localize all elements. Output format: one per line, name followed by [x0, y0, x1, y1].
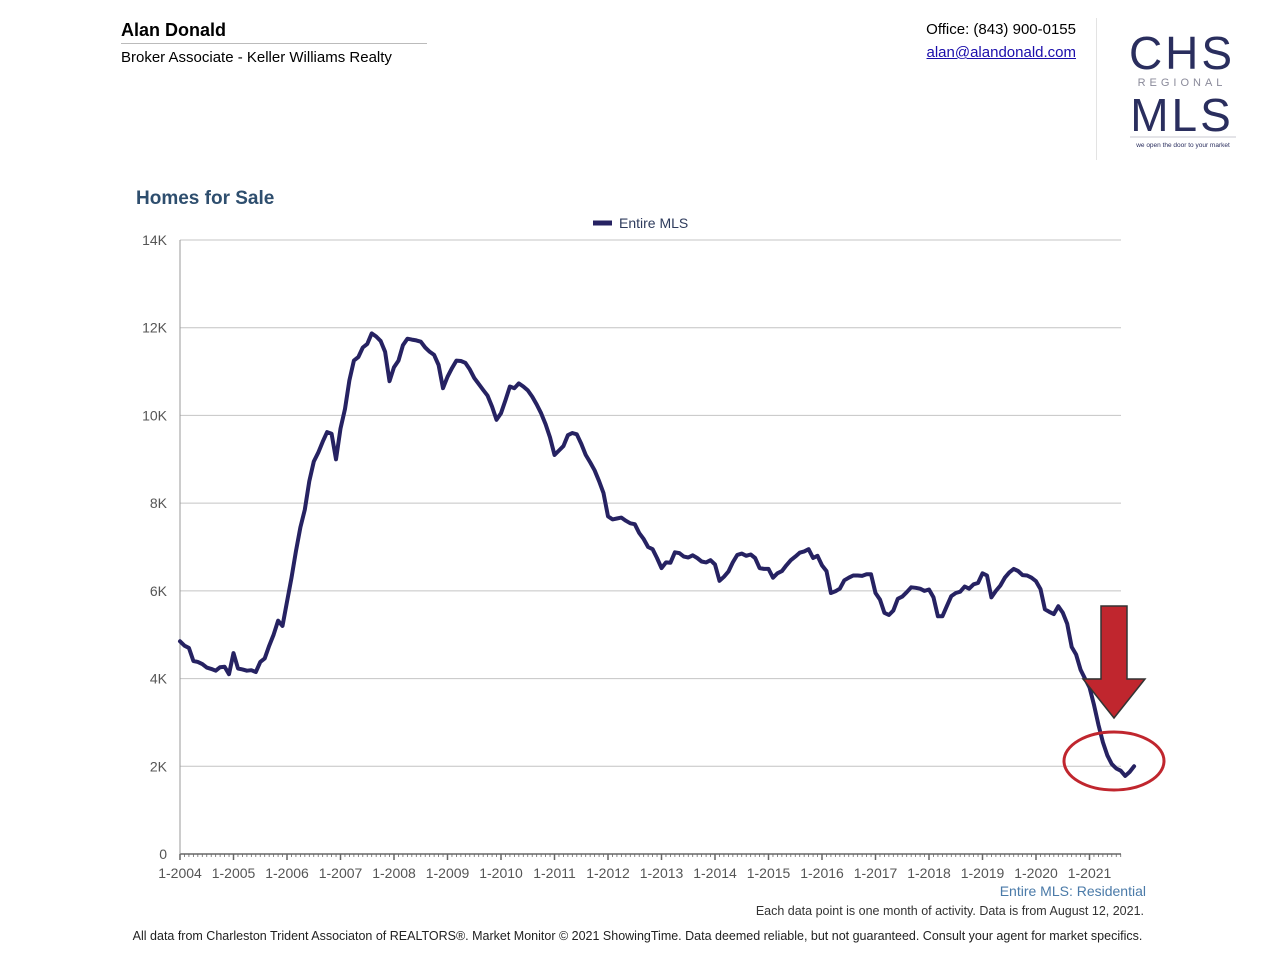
logo-divider [1096, 18, 1097, 160]
x-tick-label: 1-2009 [426, 865, 470, 881]
logo-tagline-text: we open the door to your market [1135, 142, 1230, 149]
logo-top-text: CHS [1129, 27, 1235, 79]
x-tick-label: 1-2007 [319, 865, 363, 881]
email-link[interactable]: alan@alandonald.com [926, 44, 1077, 61]
chart-grid [179, 239, 1121, 855]
x-tick-label: 1-2004 [158, 865, 202, 881]
x-tick-label: 1-2015 [747, 865, 791, 881]
x-tick-label: 1-2019 [961, 865, 1005, 881]
x-tick-label: 1-2012 [586, 865, 630, 881]
x-tick-label: 1-2008 [372, 865, 416, 881]
x-tick-label: 1-2020 [1014, 865, 1058, 881]
y-tick-label: 8K [150, 495, 168, 511]
chs-regional-mls-logo: CHS REGIONAL MLS we open the door to you… [1129, 27, 1236, 149]
x-tick-label: 1-2017 [854, 865, 898, 881]
header-divider [121, 43, 427, 44]
legend-label: Entire MLS [619, 215, 688, 231]
disclaimer: All data from Charleston Trident Associa… [132, 929, 1143, 943]
x-tick-label: 1-2006 [265, 865, 309, 881]
x-tick-label: 1-2005 [212, 865, 256, 881]
y-tick-label: 2K [150, 758, 168, 774]
chart-subtitle: Entire MLS: Residential [1000, 883, 1146, 899]
y-tick-label: 0 [159, 846, 167, 862]
chart-legend: Entire MLS [593, 215, 688, 231]
data-note: Each data point is one month of activity… [755, 904, 1144, 918]
x-tick-label: 1-2018 [907, 865, 951, 881]
y-axis-ticks: 0 2K 4K 6K 8K 10K 12K 14K [142, 232, 168, 862]
x-tick-label: 1-2013 [640, 865, 684, 881]
office-phone: Office: (843) 900-0155 [926, 21, 1076, 38]
x-tick-label: 1-2016 [800, 865, 844, 881]
agent-name: Alan Donald [121, 20, 227, 40]
y-tick-label: 6K [150, 583, 168, 599]
logo-bottom-text: MLS [1130, 89, 1234, 141]
y-tick-label: 12K [142, 320, 168, 336]
x-tick-label: 1-2014 [693, 865, 737, 881]
logo-middle-text: REGIONAL [1138, 77, 1227, 89]
y-tick-label: 4K [150, 671, 168, 687]
down-arrow-icon [1081, 605, 1147, 720]
y-tick-label: 14K [142, 232, 168, 248]
x-tick-label: 1-2010 [479, 865, 523, 881]
x-tick-label: 1-2021 [1068, 865, 1112, 881]
chart-title: Homes for Sale [136, 188, 275, 209]
x-axis-ticks: 1-2004 1-2005 1-2006 1-2007 1-2008 1-2009 1-20… [158, 854, 1122, 881]
y-tick-label: 10K [142, 407, 168, 423]
down-arrow-annotation [1081, 605, 1147, 720]
highlight-circle [1062, 730, 1166, 792]
series-line-entire-mls [178, 331, 1137, 778]
x-tick-label: 1-2011 [533, 865, 576, 881]
agent-title: Broker Associate - Keller Williams Realt… [121, 49, 392, 66]
